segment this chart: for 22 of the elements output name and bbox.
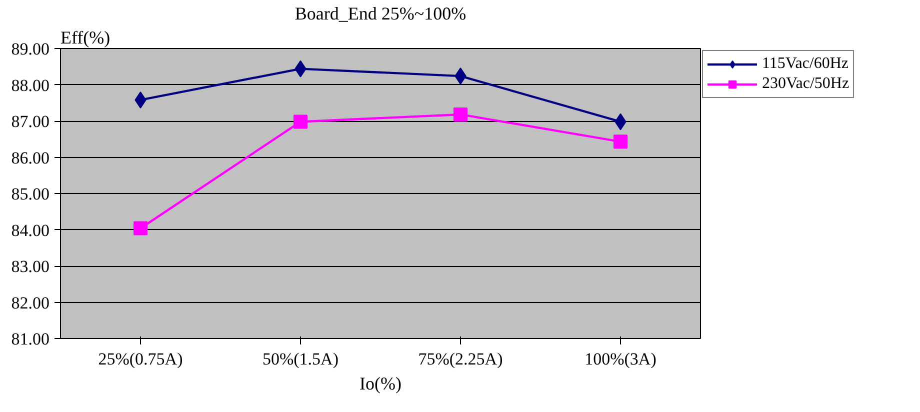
x-tick-label: 75%(2.25A) [418,350,503,368]
chart-title: Board_End 25%~100% [294,4,466,24]
y-tick-label: 89.00 [11,40,50,58]
legend-label: 230Vac/50Hz [762,75,850,93]
y-tick-label: 85.00 [11,184,50,204]
y-tick-label: 83.00 [11,257,50,276]
x-tick-label: 100%(3A) [584,350,656,368]
point [614,134,628,149]
x-tick-label: 50%(1.5A) [262,350,339,368]
y-tick-label: 82.00 [11,293,50,312]
x-tick-label: 25%(0.75A) [98,350,183,368]
y-tick-label: 88.00 [11,76,50,95]
point [294,114,308,129]
y-axis-title: Eff(%) [60,28,110,48]
y-tick-label: 87.00 [11,112,50,131]
y-tick-label: 84.00 [11,220,50,240]
x-axis-title: Io(%) [360,374,402,394]
y-tick-label: 86.00 [11,148,50,168]
point [454,107,468,122]
legend-label: 115Vac/60Hz [762,55,848,73]
y-tick-label: 81.00 [11,330,50,348]
point [134,221,148,236]
